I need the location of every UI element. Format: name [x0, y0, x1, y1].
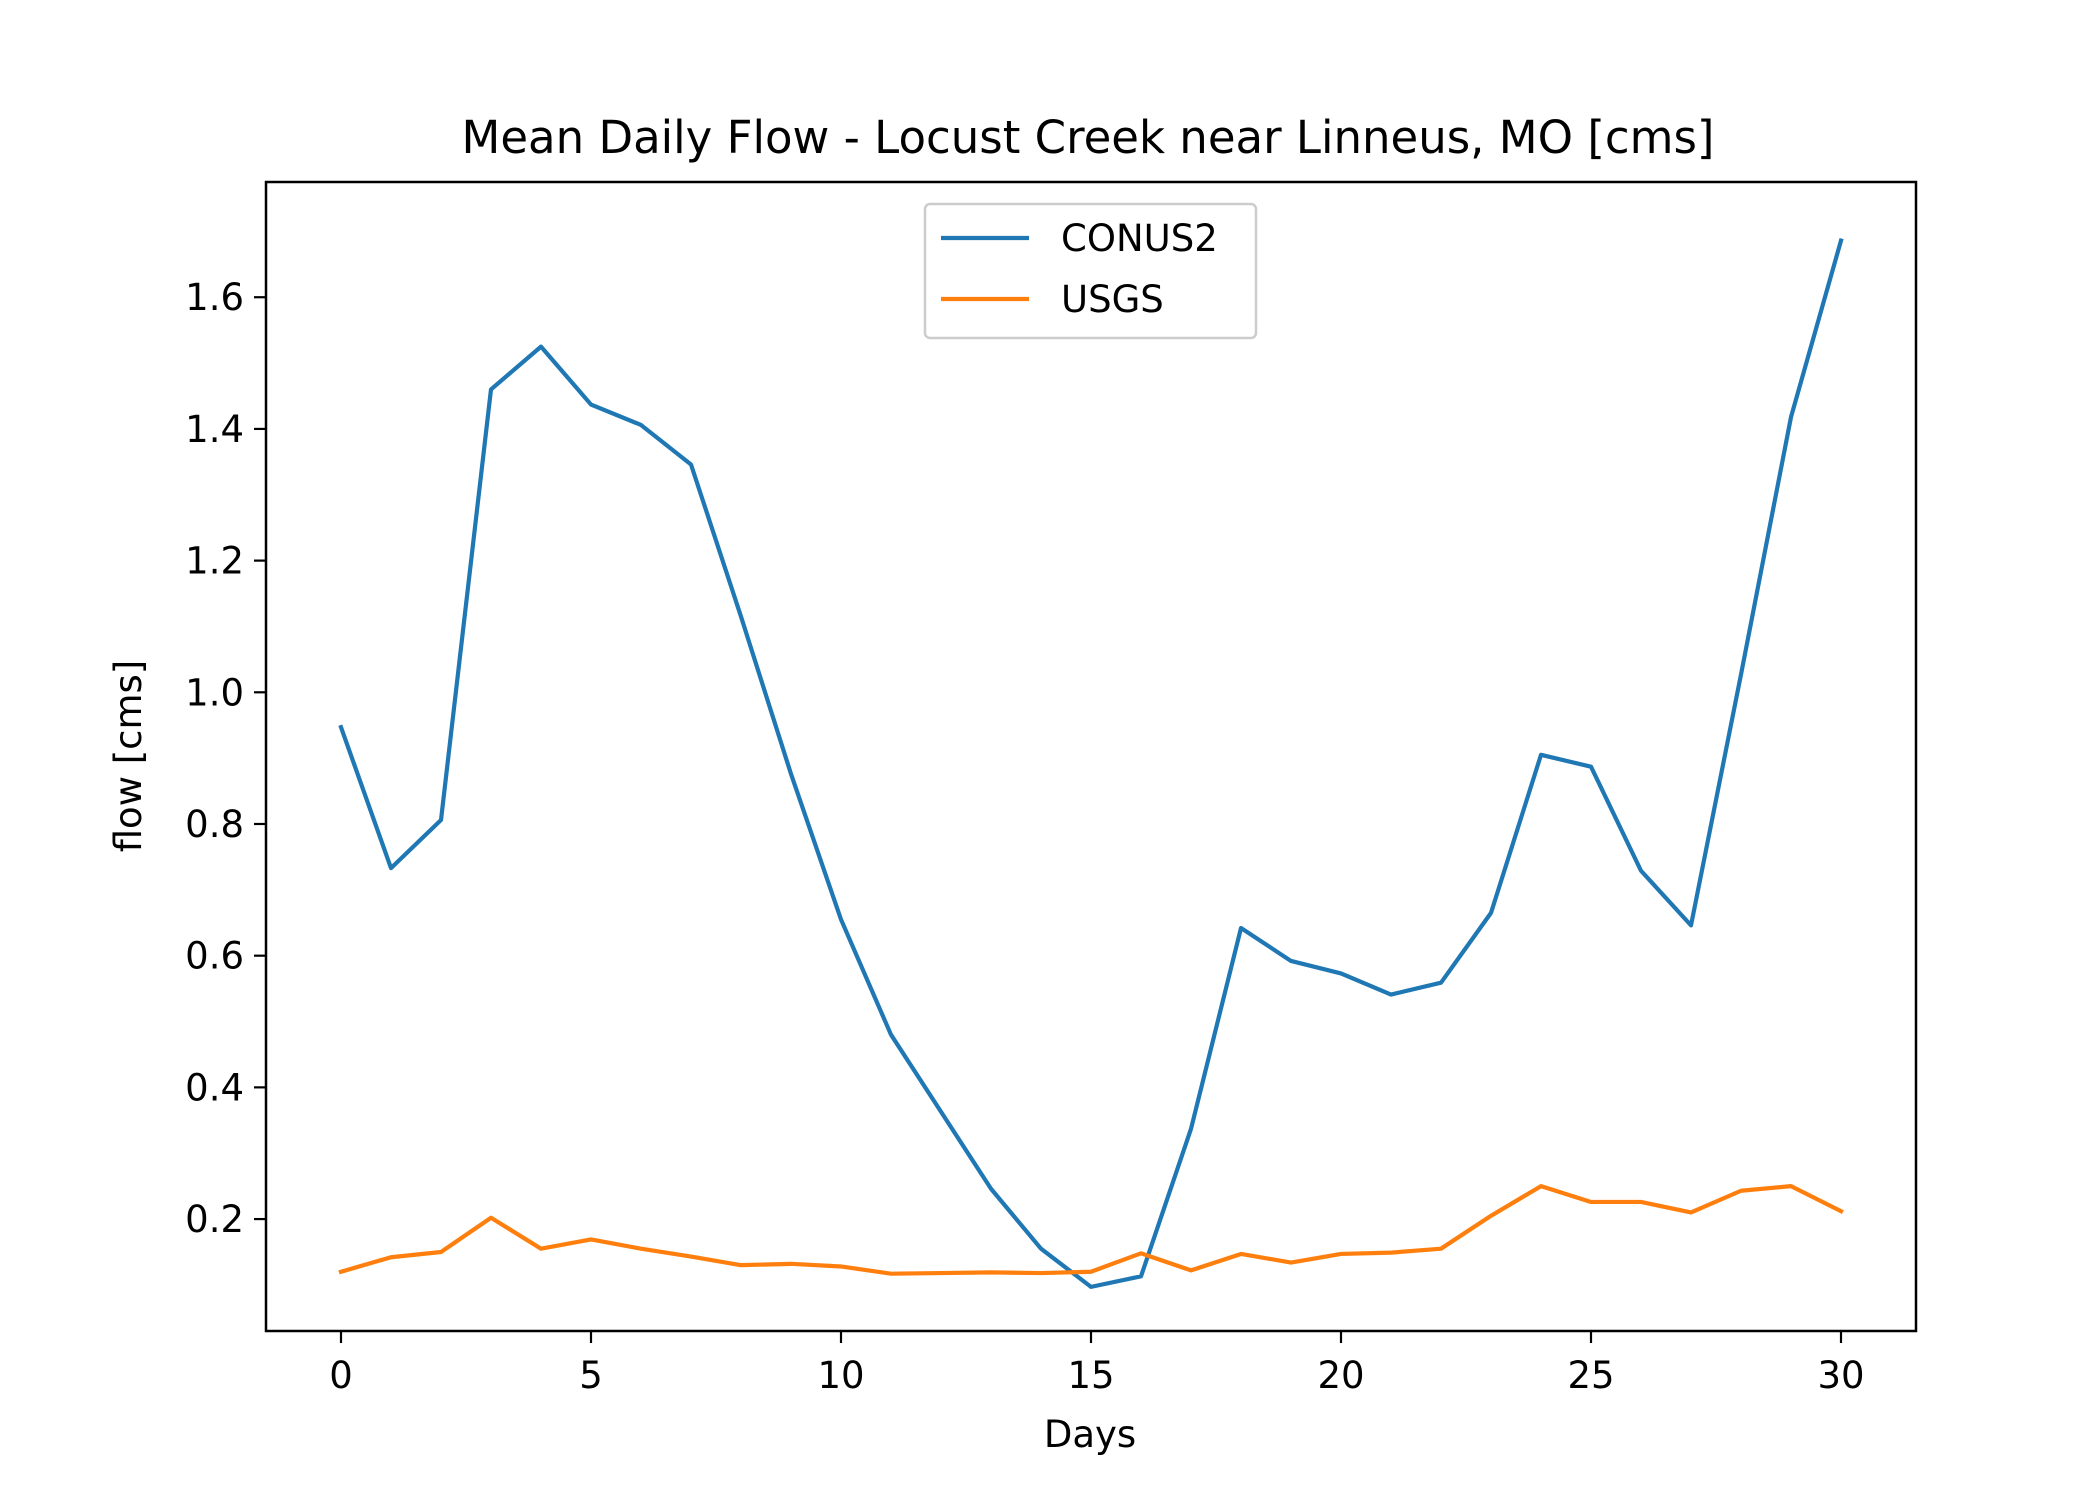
y-tick-label: 1.2	[185, 540, 244, 583]
y-tick-label: 0.2	[185, 1198, 244, 1241]
y-tick-label: 1.4	[185, 408, 244, 451]
legend-items: CONUS2 USGS	[941, 217, 1218, 321]
x-axis-label: Days	[1044, 1413, 1136, 1456]
y-tick-label: 0.8	[185, 803, 244, 846]
x-tick-label: 20	[1317, 1354, 1364, 1397]
y-tick-label: 1.6	[185, 276, 244, 319]
x-tick-label: 5	[579, 1354, 603, 1397]
chart-title: Mean Daily Flow - Locust Creek near Linn…	[462, 111, 1715, 164]
plot-area	[264, 180, 1918, 1333]
x-tick-label: 0	[329, 1354, 353, 1397]
y-tick-label: 0.4	[185, 1066, 244, 1109]
legend-label-conus2: CONUS2	[1061, 217, 1218, 260]
series-line-usgs	[338, 1184, 1844, 1276]
plot-frame	[264, 180, 1918, 1333]
x-axis: 0 5 10 15 20 25 30	[329, 1331, 1865, 1397]
series-line-conus2	[338, 238, 1844, 1289]
legend: CONUS2 USGS	[923, 202, 1258, 340]
y-axis: 0.2 0.4 0.6 0.8 1.0 1.2 1.4 1.6	[185, 276, 266, 1241]
x-tick-label: 25	[1567, 1354, 1614, 1397]
legend-label-usgs: USGS	[1061, 278, 1164, 321]
x-tick-label: 30	[1817, 1354, 1864, 1397]
y-tick-label: 1.0	[185, 671, 244, 714]
y-tick-label: 0.6	[185, 935, 244, 978]
y-axis-label: flow [cms]	[107, 660, 150, 853]
series-layer	[338, 238, 1844, 1289]
x-tick-label: 10	[817, 1354, 864, 1397]
x-tick-label: 15	[1067, 1354, 1114, 1397]
